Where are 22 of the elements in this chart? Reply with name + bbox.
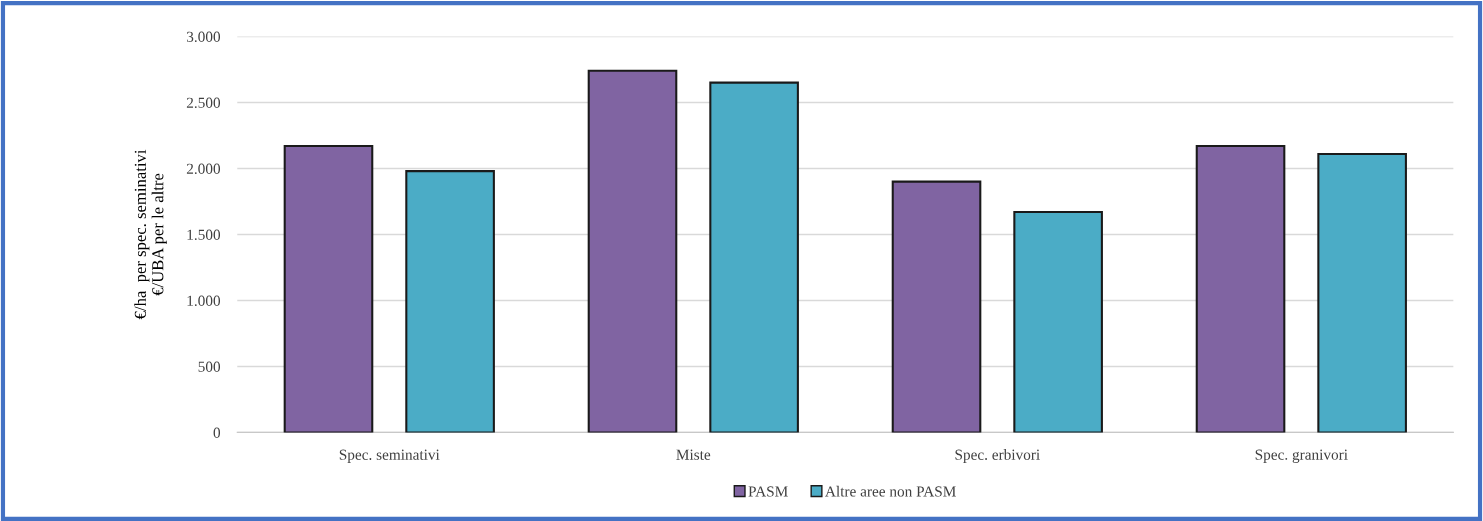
x-tick-label: Spec. granivori [1255, 449, 1348, 463]
bar [587, 69, 678, 433]
bar [283, 144, 374, 433]
y-tick-label: 2.000 [186, 163, 221, 174]
bar [1013, 210, 1103, 433]
y-axis-title: €/ha per spec. seminativi €/UBA per le altre [134, 149, 167, 320]
y-tick-label: 2.500 [186, 97, 221, 108]
bar [891, 180, 982, 433]
y-tick-label: 500 [198, 361, 221, 372]
bar [405, 170, 495, 433]
y-tick-label: 3.000 [186, 31, 221, 42]
x-tick-label: Spec. seminativi [339, 449, 440, 463]
y-tick-label: 1.000 [187, 295, 221, 306]
x-tick-label: Miste [676, 449, 711, 460]
legend-label: PASM [748, 486, 788, 497]
legend-label: Altre aree non PASM [825, 485, 956, 497]
y-tick-label: 0 [213, 427, 221, 438]
y-tick-label: 1.500 [187, 229, 221, 240]
bar [1317, 152, 1407, 433]
bar [1195, 144, 1286, 433]
bar [709, 81, 799, 433]
x-tick-label: Spec. erbivori [955, 449, 1040, 463]
